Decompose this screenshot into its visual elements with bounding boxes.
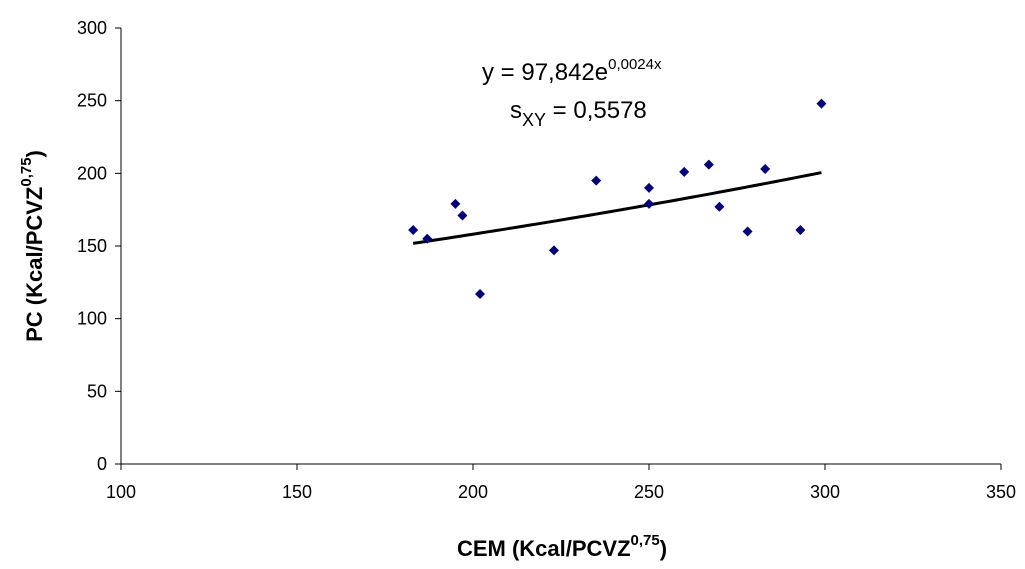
data-point — [742, 226, 753, 237]
x-tick-label: 350 — [986, 482, 1016, 502]
x-tick-label: 250 — [634, 482, 664, 502]
data-point — [644, 182, 654, 193]
data-point — [422, 233, 433, 244]
x-ticks: 100 150 200 250 300 350 — [106, 464, 1016, 502]
axes — [120, 28, 1001, 465]
data-point — [795, 225, 806, 236]
x-tick-label: 150 — [282, 482, 312, 502]
data-points — [408, 98, 827, 299]
y-tick-label: 300 — [77, 18, 107, 38]
data-point — [816, 98, 827, 109]
data-point — [457, 210, 468, 221]
y-tick-label: 150 — [77, 236, 107, 256]
y-tick-label: 200 — [77, 163, 107, 183]
data-point — [450, 198, 461, 209]
data-point — [408, 225, 419, 236]
data-point — [644, 198, 654, 209]
data-point — [548, 245, 559, 256]
data-point — [703, 159, 714, 170]
y-tick-label: 250 — [77, 91, 107, 111]
data-point — [679, 166, 690, 177]
data-point — [475, 288, 486, 299]
data-point — [760, 163, 771, 174]
sxy-annotation: sXY = 0,5578 — [510, 97, 647, 130]
trendline-equation: y = 97,842e0,0024x — [482, 56, 662, 86]
y-ticks: 0 50 100 150 200 250 300 — [77, 18, 121, 474]
y-tick-label: 0 — [97, 454, 107, 474]
data-point — [714, 201, 725, 212]
x-axis-title: CEM (Kcal/PCVZ0,75) — [457, 532, 667, 561]
x-tick-label: 100 — [106, 482, 136, 502]
x-tick-label: 200 — [458, 482, 488, 502]
y-axis-title: PC (Kcal/PCVZ0,75) — [18, 150, 47, 342]
y-tick-label: 50 — [87, 381, 107, 401]
trendline — [412, 171, 822, 245]
x-tick-label: 300 — [810, 482, 840, 502]
data-point — [591, 175, 602, 186]
y-tick-label: 100 — [77, 309, 107, 329]
